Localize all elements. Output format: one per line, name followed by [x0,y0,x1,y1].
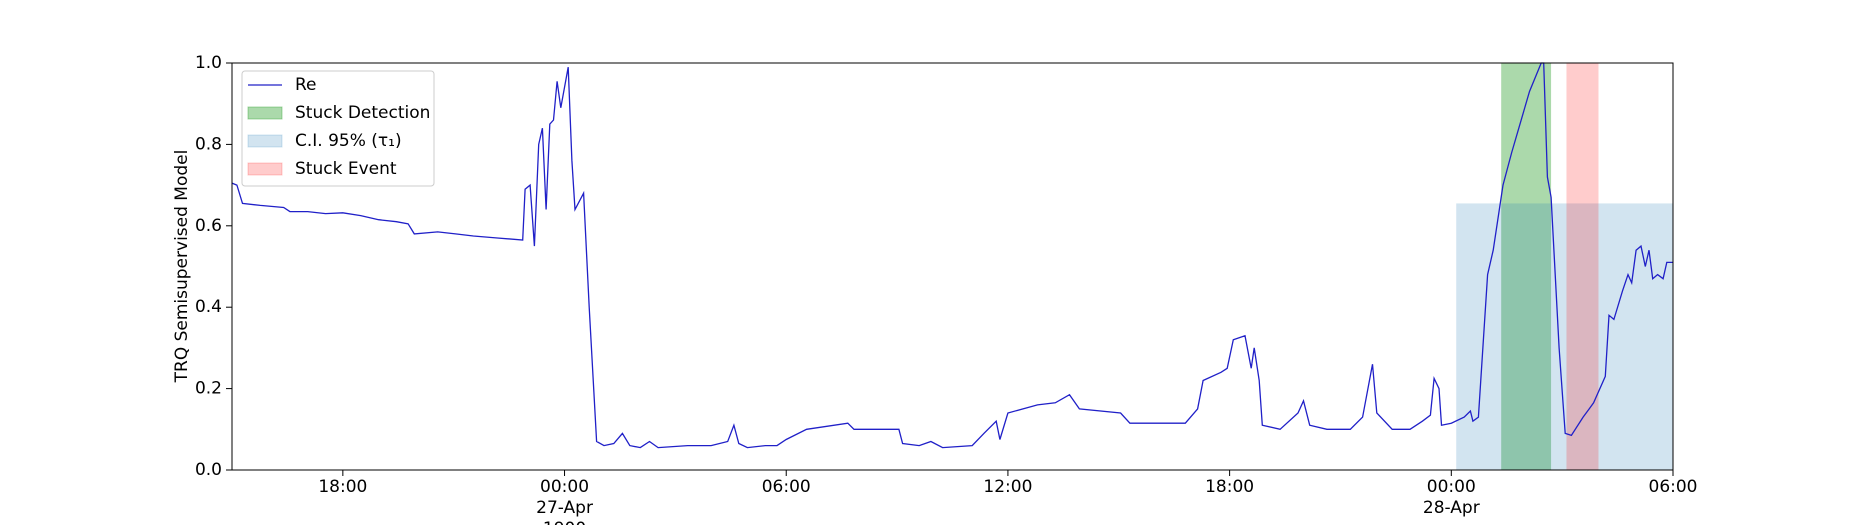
legend-label: Re [295,75,317,95]
y-tick-label: 0.2 [195,379,222,399]
x-tick-label: 18:00 [318,477,367,497]
legend-patch [247,106,283,120]
x-tick-label: 18:00 [1205,477,1254,497]
y-tick-label: 0.6 [195,216,222,236]
x-tick-label: 06:00 [1649,477,1698,497]
y-tick-label: 0.0 [195,460,222,480]
span [1501,63,1552,470]
x-tick-label: 06:00 [762,477,811,497]
legend-label: Stuck Event [295,159,397,179]
legend-patch [247,162,283,176]
line [231,62,1673,449]
legend-box [241,70,435,187]
x-tick-label: 00:00 28-Apr [1423,477,1480,518]
legend-patch [247,134,283,148]
span [1566,63,1599,470]
y-tick-label: 0.8 [195,134,222,154]
y-tick-label: 0.4 [195,297,222,317]
legend-label: C.I. 95% (τ₁) [295,131,402,151]
legend: Re Stuck Detection C.I. 95% (τ₁) Stuck Even… [241,70,435,187]
legend-label: Stuck Detection [295,103,430,123]
y-tick-label: 1.0 [195,53,222,73]
y-axis-label: TRQ Semisupervised Model [172,150,192,384]
x-tick-label: 12:00 [983,477,1032,497]
plot-frame [231,62,1674,471]
